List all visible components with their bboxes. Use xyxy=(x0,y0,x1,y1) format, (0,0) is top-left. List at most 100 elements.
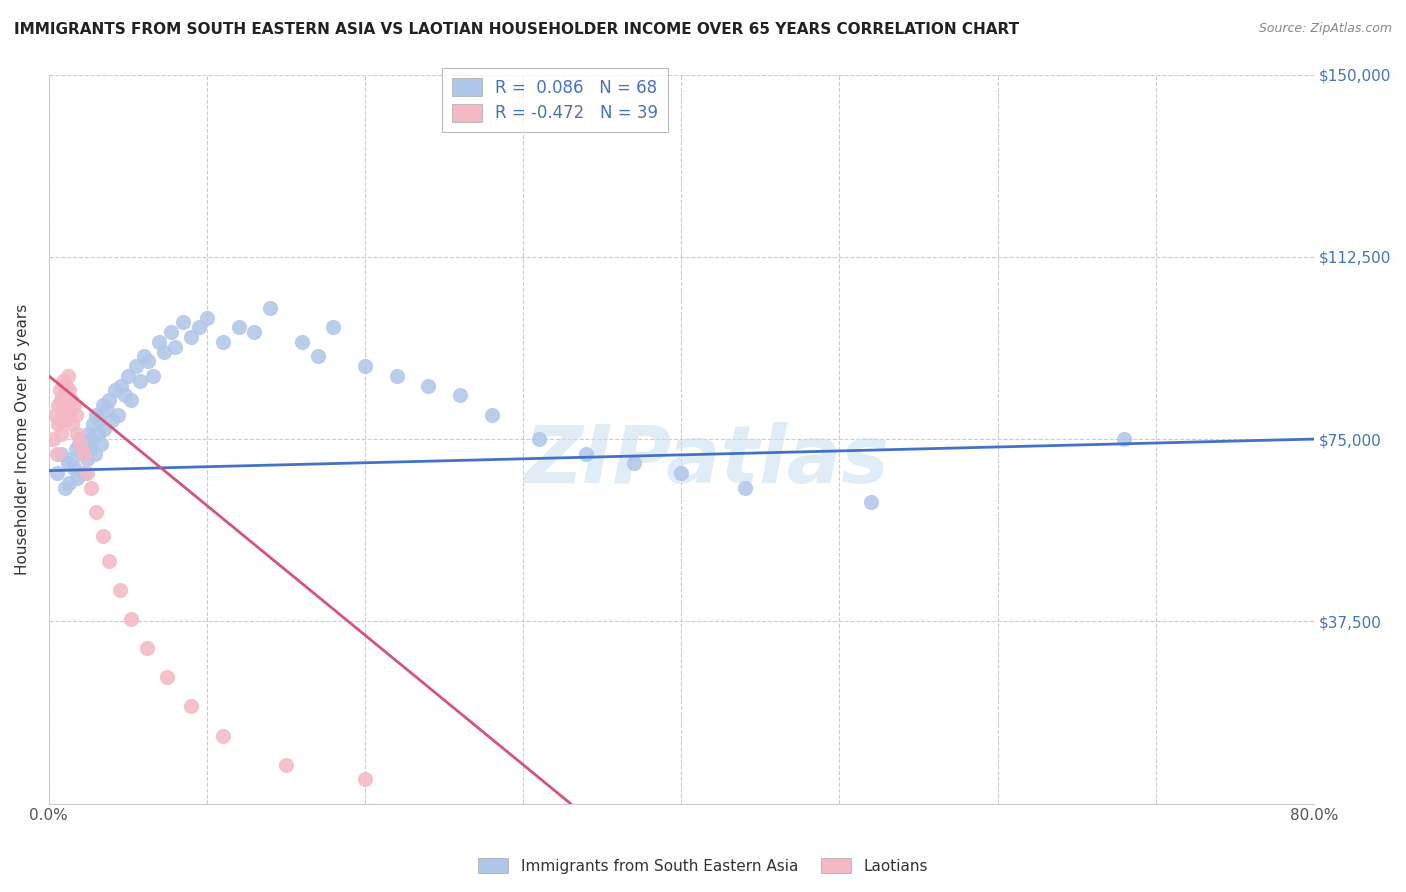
Point xyxy=(51,427,73,442)
Point xyxy=(83,447,105,461)
Point xyxy=(142,368,165,383)
Point xyxy=(180,330,202,344)
Point xyxy=(165,340,187,354)
Point xyxy=(110,378,132,392)
Point xyxy=(69,437,91,451)
Point xyxy=(1112,432,1135,446)
Point xyxy=(72,466,94,480)
Point xyxy=(45,466,67,480)
Point xyxy=(52,398,75,412)
Point xyxy=(138,354,160,368)
Point xyxy=(156,670,179,684)
Point xyxy=(449,388,471,402)
Point xyxy=(291,334,314,349)
Point xyxy=(87,427,110,442)
Point xyxy=(354,359,377,373)
Point xyxy=(148,334,170,349)
Point xyxy=(243,325,266,339)
Point xyxy=(859,495,882,509)
Point xyxy=(53,481,76,495)
Point xyxy=(671,466,693,480)
Point xyxy=(72,447,94,461)
Point xyxy=(211,729,233,743)
Point xyxy=(135,641,157,656)
Point xyxy=(120,612,142,626)
Point xyxy=(66,427,89,442)
Point xyxy=(49,384,72,398)
Point xyxy=(44,408,66,422)
Point xyxy=(53,412,76,426)
Point xyxy=(67,437,90,451)
Point xyxy=(734,481,756,495)
Point xyxy=(114,388,136,402)
Point xyxy=(84,408,107,422)
Point xyxy=(76,451,98,466)
Point xyxy=(117,368,139,383)
Point xyxy=(129,374,152,388)
Point xyxy=(46,417,69,432)
Point xyxy=(354,772,377,787)
Point xyxy=(79,442,101,456)
Point xyxy=(75,437,97,451)
Point xyxy=(62,451,84,466)
Point xyxy=(69,432,91,446)
Point xyxy=(56,368,79,383)
Point xyxy=(481,408,503,422)
Point xyxy=(91,529,114,543)
Legend: Immigrants from South Eastern Asia, Laotians: Immigrants from South Eastern Asia, Laot… xyxy=(472,852,934,880)
Text: Source: ZipAtlas.com: Source: ZipAtlas.com xyxy=(1258,22,1392,36)
Point xyxy=(418,378,440,392)
Point xyxy=(82,417,104,432)
Point xyxy=(211,334,233,349)
Point xyxy=(159,325,181,339)
Point xyxy=(108,582,131,597)
Point xyxy=(84,505,107,519)
Point xyxy=(46,398,69,412)
Y-axis label: Householder Income Over 65 years: Householder Income Over 65 years xyxy=(15,303,30,574)
Point xyxy=(51,447,73,461)
Point xyxy=(125,359,148,373)
Text: ZIPatlas: ZIPatlas xyxy=(524,422,889,500)
Point xyxy=(80,481,103,495)
Legend: R =  0.086   N = 68, R = -0.472   N = 39: R = 0.086 N = 68, R = -0.472 N = 39 xyxy=(441,69,668,132)
Point xyxy=(172,315,194,329)
Point xyxy=(307,350,329,364)
Point xyxy=(42,432,65,446)
Point xyxy=(90,437,112,451)
Point xyxy=(53,388,76,402)
Point xyxy=(63,461,86,475)
Point xyxy=(93,422,115,436)
Point xyxy=(58,384,80,398)
Point xyxy=(49,412,72,426)
Point xyxy=(45,447,67,461)
Point xyxy=(385,368,408,383)
Point xyxy=(55,378,77,392)
Text: IMMIGRANTS FROM SOUTH EASTERN ASIA VS LAOTIAN HOUSEHOLDER INCOME OVER 65 YEARS C: IMMIGRANTS FROM SOUTH EASTERN ASIA VS LA… xyxy=(14,22,1019,37)
Point xyxy=(104,384,127,398)
Point xyxy=(228,320,250,334)
Point xyxy=(72,447,94,461)
Point xyxy=(51,393,73,408)
Point xyxy=(132,350,155,364)
Point xyxy=(56,393,79,408)
Point xyxy=(322,320,344,334)
Point xyxy=(65,408,87,422)
Point xyxy=(70,442,93,456)
Point xyxy=(96,403,118,417)
Point xyxy=(76,466,98,480)
Point xyxy=(97,553,120,567)
Point xyxy=(623,456,645,470)
Point xyxy=(274,757,297,772)
Point xyxy=(63,398,86,412)
Point xyxy=(91,398,114,412)
Point xyxy=(58,475,80,490)
Point xyxy=(80,432,103,446)
Point xyxy=(527,432,550,446)
Point xyxy=(77,427,100,442)
Point xyxy=(56,456,79,470)
Point xyxy=(62,417,84,432)
Point xyxy=(59,393,82,408)
Point xyxy=(89,412,111,426)
Point xyxy=(52,374,75,388)
Point xyxy=(153,344,176,359)
